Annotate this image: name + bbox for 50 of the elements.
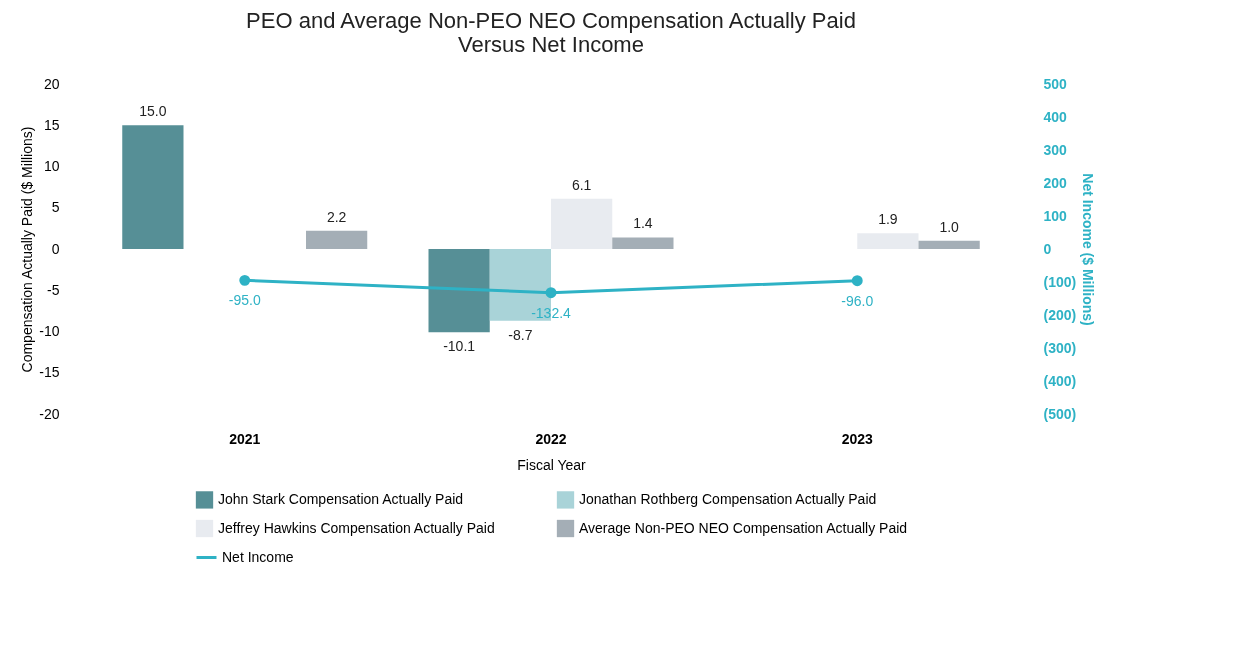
data-label: -132.4 [531, 304, 572, 321]
bar [612, 237, 674, 249]
y2-tick-label: (400) [1043, 372, 1077, 389]
data-label: -10.1 [443, 338, 476, 355]
y2-tick-label: 200 [1043, 174, 1068, 191]
data-label: 1.4 [633, 215, 653, 232]
y-tick-label: 10 [43, 158, 60, 174]
y-tick-label: 20 [43, 75, 60, 92]
x-tick-label: 2021 [229, 430, 261, 447]
legend-label: Jonathan Rothberg Compensation Actually Paid [579, 490, 877, 507]
y2-tick-label: (100) [1043, 273, 1077, 290]
y-tick-label: -5 [47, 281, 60, 298]
bar [428, 249, 490, 333]
bar [122, 125, 184, 249]
legend-label: Jeffrey Hawkins Compensation Actually Paid [218, 519, 495, 536]
y2-tick-label: (300) [1043, 339, 1077, 356]
data-label: -96.0 [841, 292, 874, 309]
y-tick-label: -20 [39, 405, 60, 422]
legend-label: Average Non-PEO NEO Compensation Actually Paid [579, 519, 908, 536]
bar [551, 198, 613, 249]
data-label: 2.2 [326, 208, 347, 225]
bar [306, 230, 368, 249]
data-label: 1.0 [939, 218, 960, 235]
data-label: 1.9 [878, 211, 898, 228]
x-tick-label: 2023 [841, 430, 874, 447]
y-tick-label: 15 [43, 116, 60, 133]
legend-label: John Stark Compensation Actually Paid [218, 490, 464, 507]
y2-tick-label: 300 [1043, 141, 1068, 158]
x-axis-title: Fiscal Year [517, 456, 587, 473]
y-tick-label: -15 [39, 364, 60, 381]
y2-tick-label: 100 [1043, 207, 1068, 224]
chart-title: PEO and Average Non-PEO NEO Compensation Actually Paid Versus Net Income [246, 8, 856, 57]
data-label: 15.0 [139, 103, 167, 120]
y2-tick-label: 0 [1043, 240, 1052, 257]
y-tick-label: -10 [39, 323, 60, 339]
y-tick-label: 5 [51, 199, 60, 216]
y2-tick-label: (200) [1043, 306, 1077, 323]
bar [857, 233, 919, 249]
legend-label: Net Income [222, 548, 294, 565]
data-label: 6.1 [571, 176, 592, 193]
bar [918, 240, 980, 249]
x-tick-label: 2022 [535, 430, 567, 447]
data-label: -95.0 [228, 292, 261, 309]
y2-axis-title: Net Income ($ Millions) [1080, 173, 1097, 326]
data-label: -8.7 [508, 326, 533, 343]
y-tick-label: 0 [51, 240, 60, 257]
y-axis-title: Compensation Actually Paid ($ Millions) [19, 126, 36, 373]
y2-tick-label: 400 [1043, 108, 1068, 125]
y2-tick-label: 500 [1043, 75, 1068, 92]
y2-tick-label: (500) [1043, 405, 1077, 422]
